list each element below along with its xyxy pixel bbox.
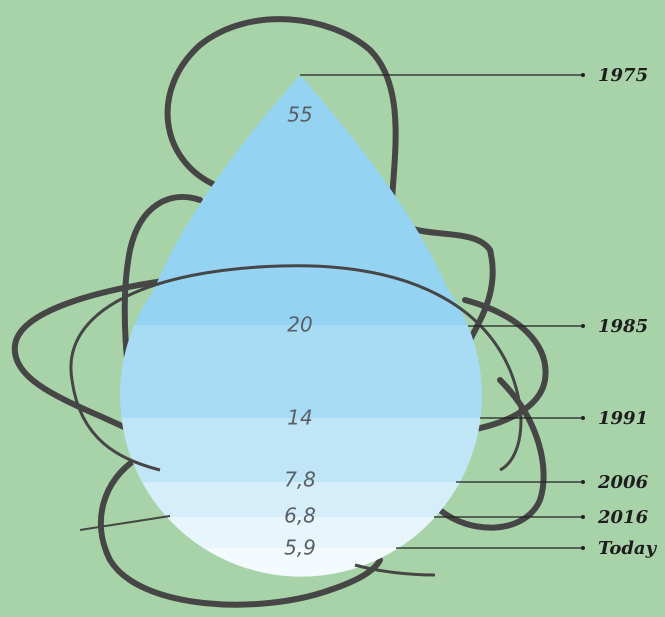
year-label: 2016 — [597, 507, 649, 528]
drop-band — [100, 325, 500, 418]
year-label: Today — [598, 538, 658, 559]
leader-dot — [581, 480, 585, 484]
leader-dot — [581, 73, 585, 77]
year-label: 2006 — [597, 472, 649, 493]
year-label: 1985 — [598, 316, 648, 337]
scribble — [80, 516, 170, 530]
value-label: 14 — [287, 406, 312, 430]
year-label: 1991 — [598, 408, 648, 429]
value-label: 7,8 — [284, 468, 316, 492]
value-label: 5,9 — [284, 536, 316, 560]
leader-dot — [581, 515, 585, 519]
leader-dot — [581, 416, 585, 420]
leader-dot — [581, 324, 585, 328]
value-label: 55 — [287, 103, 312, 127]
infographic: 55 1975 20 1985 14 1991 7,8 2006 6,8 2016 5,9 Today — [0, 0, 665, 617]
value-label: 6,8 — [284, 504, 316, 528]
value-label: 20 — [287, 313, 312, 337]
year-label: 1975 — [598, 65, 648, 86]
leader-dot — [581, 546, 585, 550]
page: 55 1975 20 1985 14 1991 7,8 2006 6,8 2016 5,9 Today… — [0, 0, 665, 617]
